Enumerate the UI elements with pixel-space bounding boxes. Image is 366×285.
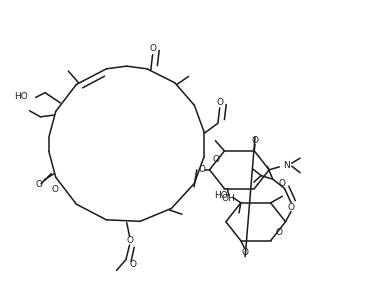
Text: O: O xyxy=(126,236,133,245)
Text: O: O xyxy=(198,165,205,174)
Text: HO: HO xyxy=(214,191,228,200)
Text: HO: HO xyxy=(15,92,28,101)
Text: N: N xyxy=(283,161,290,170)
Text: O: O xyxy=(217,98,224,107)
Text: OH: OH xyxy=(222,194,236,203)
Text: O: O xyxy=(130,260,137,269)
Text: O: O xyxy=(279,179,285,188)
Text: O: O xyxy=(213,155,220,164)
Text: O: O xyxy=(150,44,157,53)
Text: O: O xyxy=(242,248,249,257)
Text: O: O xyxy=(51,185,58,194)
Text: O: O xyxy=(36,180,42,189)
Text: O: O xyxy=(251,136,258,145)
Text: O: O xyxy=(276,228,283,237)
Text: O: O xyxy=(287,203,295,212)
